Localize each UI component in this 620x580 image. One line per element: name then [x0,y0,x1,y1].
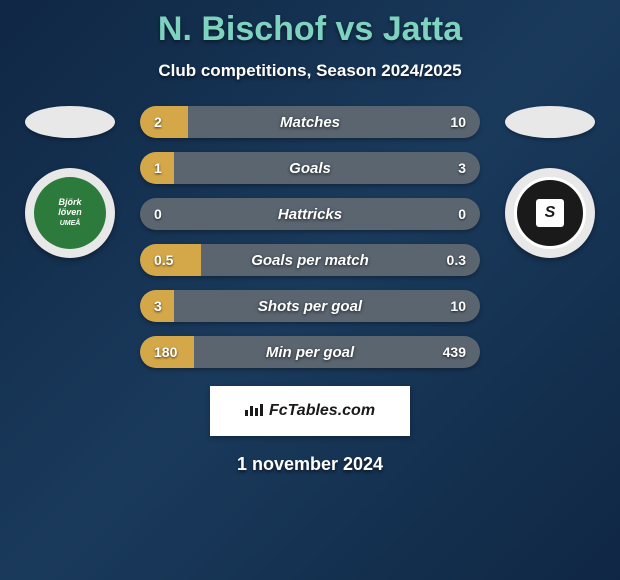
content-area: Björk löven UMEÅ 2 Matches 10 1 Goals 3 [0,106,620,368]
stat-fill-left [140,106,188,138]
date-text: 1 november 2024 [0,454,620,475]
stat-value-left: 3 [154,298,162,314]
stat-label: Min per goal [266,344,354,361]
stats-column: 2 Matches 10 1 Goals 3 0 Hattricks 0 0.5… [140,106,480,368]
badge-text-3: UMEÅ [60,220,81,228]
page-title: N. Bischof vs Jatta [0,10,620,49]
stat-value-left: 0 [154,206,162,222]
stat-value-right: 0.3 [447,252,466,268]
stat-value-left: 1 [154,160,162,176]
stat-row-min-per-goal: 180 Min per goal 439 [140,336,480,368]
stat-value-right: 3 [458,160,466,176]
stat-value-left: 2 [154,114,162,130]
stat-row-shots-per-goal: 3 Shots per goal 10 [140,290,480,322]
stat-label: Goals [289,160,331,177]
stat-row-goals-per-match: 0.5 Goals per match 0.3 [140,244,480,276]
brand-text: FcTables.com [269,402,375,420]
club-badge-left: Björk löven UMEÅ [25,168,115,258]
left-column: Björk löven UMEÅ [20,106,120,258]
stat-label: Goals per match [251,252,369,269]
stat-row-matches: 2 Matches 10 [140,106,480,138]
stat-value-left: 0.5 [154,252,173,268]
stat-label: Shots per goal [258,298,362,315]
comparison-card: N. Bischof vs Jatta Club competitions, S… [0,0,620,580]
subtitle: Club competitions, Season 2024/2025 [0,61,620,81]
club-badge-right-inner: S [514,177,586,249]
stat-row-hattricks: 0 Hattricks 0 [140,198,480,230]
country-flag-left [25,106,115,138]
chart-icon [245,402,263,421]
stat-label: Hattricks [278,206,342,223]
badge-s-icon: S [536,199,564,227]
country-flag-right [505,106,595,138]
stat-row-goals: 1 Goals 3 [140,152,480,184]
badge-text-2: löven [58,208,82,218]
stat-value-right: 10 [450,298,466,314]
stat-value-right: 439 [443,344,466,360]
right-column: S [500,106,600,258]
brand-box: FcTables.com [210,386,410,436]
stat-label: Matches [280,114,340,131]
stat-value-right: 0 [458,206,466,222]
club-badge-right: S [505,168,595,258]
stat-value-left: 180 [154,344,177,360]
stat-value-right: 10 [450,114,466,130]
club-badge-left-inner: Björk löven UMEÅ [34,177,106,249]
